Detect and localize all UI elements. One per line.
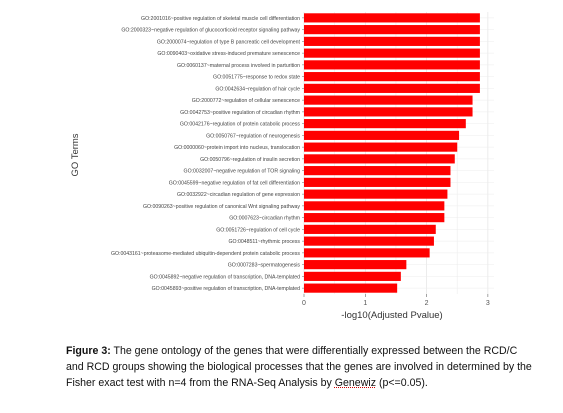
y-tick-label: GO:0043161~proteasome-mediated ubiquitin… xyxy=(111,251,300,257)
bar xyxy=(304,201,445,211)
y-tick-label: GO:0007623~circadian rhythm xyxy=(229,216,300,222)
y-tick-label: GO:0000060~protein import into nucleus, … xyxy=(174,145,300,151)
bar xyxy=(304,224,436,234)
y-tick-label: GO:0007283~spermatogenesis xyxy=(228,263,301,269)
y-tick-label: GO:0045893~positive regulation of transc… xyxy=(152,286,300,292)
chart-bars xyxy=(304,13,480,293)
bar xyxy=(304,154,455,164)
bar xyxy=(304,119,466,129)
y-tick-label: GO:2000323~negative regulation of glucoc… xyxy=(121,28,300,34)
y-tick-label: GO:0042176~regulation of protein catabol… xyxy=(180,122,301,128)
bar xyxy=(304,48,480,58)
y-tick-label: GO:0042753~positive regulation of circad… xyxy=(180,110,300,116)
x-tick-label: 2 xyxy=(425,300,429,307)
bar xyxy=(304,213,445,223)
bar xyxy=(304,260,407,270)
y-tick-label: GO:0090263~positive regulation of canoni… xyxy=(143,204,300,210)
bar xyxy=(304,130,460,140)
y-tick-label: GO:0090403~oxidative stress-induced prem… xyxy=(157,51,300,57)
y-tick-label: GO:2000074~regulation of type B pancreat… xyxy=(157,39,301,45)
x-tick-label: 1 xyxy=(363,300,367,307)
x-tick-label: 0 xyxy=(302,300,306,307)
y-axis-label: GO Terms xyxy=(70,133,81,176)
y-tick-label: GO:2001016~positive regulation of skelet… xyxy=(141,16,300,22)
y-tick-label: GO:0048511~rhythmic process xyxy=(228,239,300,245)
bar xyxy=(304,25,480,35)
x-axis: 0 1 2 3 xyxy=(302,294,490,307)
bar xyxy=(304,95,473,105)
bar xyxy=(304,36,480,46)
y-tick-labels: GO:2001016~positive regulation of skelet… xyxy=(111,16,304,292)
y-tick-label: GO:0051775~response to redox state xyxy=(213,75,300,81)
caption-company: Genewiz xyxy=(334,377,376,389)
bar xyxy=(304,107,473,117)
bar xyxy=(304,83,480,93)
bar xyxy=(304,72,480,82)
bar xyxy=(304,142,458,152)
bar xyxy=(304,236,434,246)
bar xyxy=(304,189,448,199)
y-tick-label: GO:0050767~regulation of neurogenesis xyxy=(206,133,300,139)
figure-caption: Figure 3: The gene ontology of the genes… xyxy=(66,343,536,391)
y-tick-label: GO:0045599~negative regulation of fat ce… xyxy=(169,180,300,186)
bar xyxy=(304,166,451,176)
bar xyxy=(304,248,430,258)
plot-panel xyxy=(304,12,494,294)
y-tick-label: GO:0060137~maternal process involved in … xyxy=(177,63,300,69)
y-tick-label: GO:0032922~circadian regulation of gene … xyxy=(177,192,300,198)
bar xyxy=(304,177,451,187)
caption-label: Figure 3: xyxy=(66,345,111,357)
y-tick-label: GO:0045892~negative regulation of transc… xyxy=(150,274,300,280)
bar xyxy=(304,283,398,293)
go-terms-bar-chart: GO:2001016~positive regulation of skelet… xyxy=(70,12,494,321)
y-tick-label: GO:0032007~negative regulation of TOR si… xyxy=(184,169,301,175)
bar xyxy=(304,13,480,23)
y-tick-label: GO:0050796~regulation of insulin secreti… xyxy=(200,157,300,163)
y-tick-label: GO:0042634~regulation of hair cycle xyxy=(215,86,300,92)
bar xyxy=(304,60,480,70)
x-axis-label: -log10(Adjusted Pvalue) xyxy=(341,310,442,321)
x-tick-label: 3 xyxy=(486,300,490,307)
bar xyxy=(304,271,401,281)
y-tick-label: GO:0051726~regulation of cell cycle xyxy=(216,227,300,233)
caption-text-1: The gene ontology of the genes that were… xyxy=(66,345,532,389)
caption-text-2: (p<=0.05). xyxy=(376,377,428,389)
y-tick-label: GO:2000772~regulation of cellular senesc… xyxy=(192,98,300,104)
